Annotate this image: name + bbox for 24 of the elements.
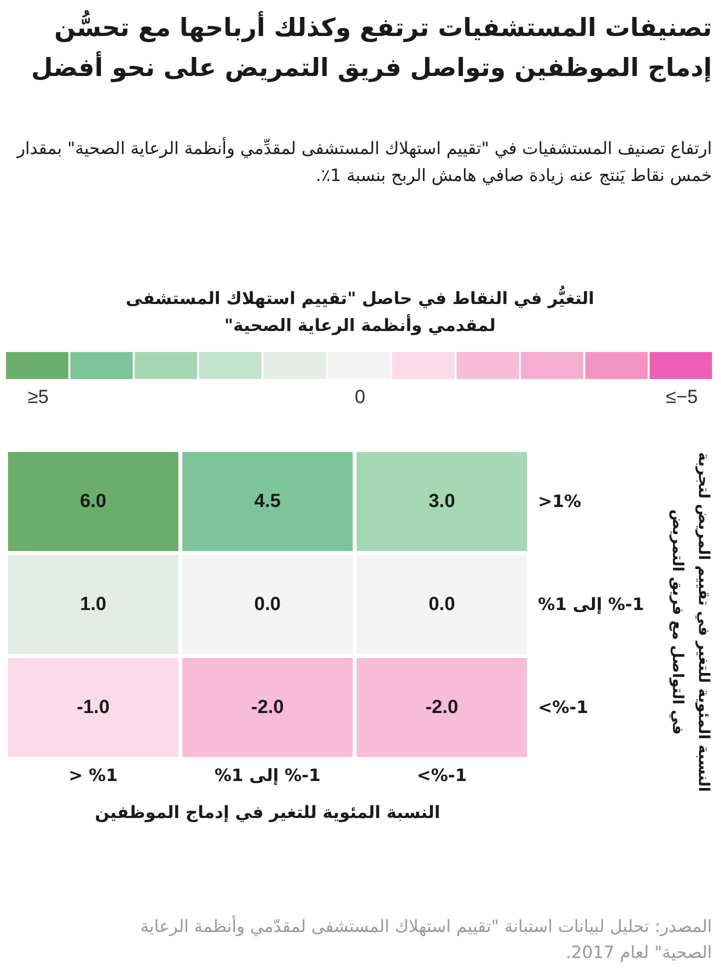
cell-label: 3.0 bbox=[428, 491, 456, 512]
cell-label: 1.0 bbox=[80, 594, 106, 615]
colour-bar-title: التغيُّر في النقاط في حاصل "تقييم استهلاك المستشفى لمقدمي وأنظمة الرعاية الصحية" bbox=[120, 286, 600, 340]
colour-bar-tick: ≥5 bbox=[28, 387, 49, 409]
x-tick-label: > %1 bbox=[68, 766, 118, 786]
x-tick-label: 1-% إلى 1% bbox=[214, 766, 321, 786]
cell-label: 0.0 bbox=[428, 594, 456, 615]
y-tick-label: 1-% إلى 1% bbox=[538, 594, 644, 614]
y-tick-label: <%-1 bbox=[538, 698, 588, 718]
cell-label: -1.0 bbox=[76, 697, 110, 718]
cell-label: 4.5 bbox=[254, 491, 281, 512]
cell-label: 0.0 bbox=[254, 594, 281, 615]
cell-label: 6.0 bbox=[80, 491, 106, 512]
annotation: المصدر: تحليل لبيانات استبانة "تقييم استهلاك المستشفى لمقدّمي وأنظمة الرعاية الصحية" لعام 2017. bbox=[139, 914, 712, 965]
cell-label: -2.0 bbox=[251, 697, 284, 718]
colour-bar-tick: 0 bbox=[354, 387, 366, 409]
y-axis-title: النسبة المئوية للتغير في تقييم المريض لتجربة في التواصل مع فريق التمريض bbox=[668, 451, 714, 794]
title: تصنيفات المستشفيات ترتفع وكذلك أرباحها مع تحسُّن إدماج الموظفين وتواصل فريق التمريض على نحو أفضل bbox=[6, 8, 712, 88]
colour-bar-tick: ≤−5 bbox=[666, 387, 698, 409]
subtitle: ارتفاع تصنيف المستشفيات في "تقييم استهلاك المستشفى لمقدِّمي وأنظمة الرعاية الصحية" بمقدار خمس نقاط يَنتج عنه زيادة صافي هامش الربح بنسبة 1٪. bbox=[15, 136, 712, 188]
x-axis-title: النسبة المئوية للتغير في إدماج الموظفين bbox=[94, 803, 440, 823]
y-tick-label: >1% bbox=[538, 492, 582, 512]
cell-label: -2.0 bbox=[425, 697, 458, 718]
x-tick-label: <%-1 bbox=[416, 766, 467, 786]
